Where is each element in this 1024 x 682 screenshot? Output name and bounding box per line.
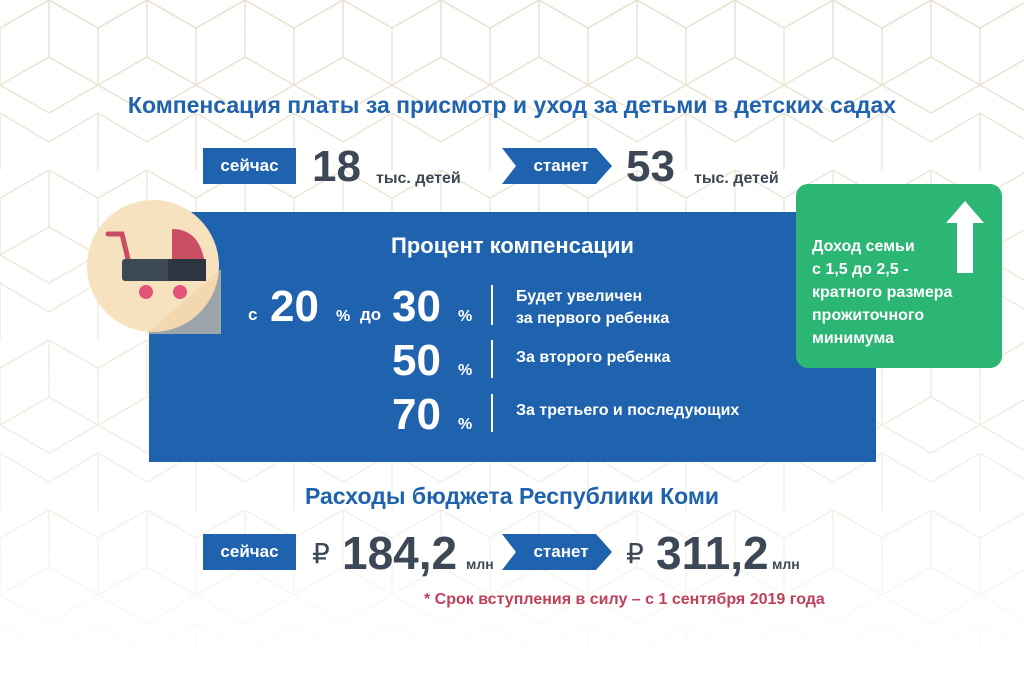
up-arrow-icon <box>946 201 984 273</box>
divider <box>491 285 493 325</box>
baby-stroller-icon <box>87 200 221 334</box>
from-value: 20 <box>270 282 319 331</box>
footnote: * Срок вступления в силу – с 1 сентября … <box>424 591 825 608</box>
percent-row-2-value: 50 <box>392 336 441 385</box>
children-will-unit: тыс. детей <box>694 170 779 187</box>
income-line: прожиточного <box>812 307 925 324</box>
will-tag-label: станет <box>533 156 589 175</box>
children-will-value: 53 <box>626 142 675 191</box>
page-title: Компенсация платы за присмотр и уход за … <box>127 92 897 118</box>
income-line: с 1,5 до 2,5 - <box>812 261 909 278</box>
percent-row-3-value: 70 <box>392 390 441 439</box>
budget-will-tag: станет <box>502 534 612 570</box>
percent-row-3-label: За третьего и последующих <box>516 402 740 419</box>
budget-now-value: 184,2 <box>342 527 458 579</box>
percent-row-2-pct: % <box>458 362 473 379</box>
percent-row-3-pct: % <box>458 416 473 433</box>
compensation-title: Процент компенсации <box>391 233 634 258</box>
to-prefix: до <box>360 305 382 324</box>
ruble-icon: ₽ <box>312 538 330 569</box>
budget-now-tag: сейчас <box>203 534 296 570</box>
budget-will-tag-label: станет <box>533 542 589 561</box>
percent-row-1-label-1: Будет увеличен <box>516 288 643 305</box>
now-tag-label: сейчас <box>220 156 279 175</box>
income-text: Доход семьи с 1,5 до 2,5 - кратного разм… <box>812 235 952 350</box>
budget-will-unit: млн <box>772 556 800 572</box>
income-line: кратного размера <box>812 284 953 301</box>
children-now-unit: тыс. детей <box>376 170 461 187</box>
children-now-value: 18 <box>312 142 361 191</box>
budget-now-tag-label: сейчас <box>220 542 279 561</box>
compensation-panel <box>149 212 876 462</box>
percent-row-1-label-2: за первого ребенка <box>516 310 670 327</box>
will-tag: станет <box>502 148 612 184</box>
ruble-icon: ₽ <box>626 538 644 569</box>
budget-title: Расходы бюджета Республики Коми <box>304 483 720 509</box>
from-pct: % <box>336 308 351 325</box>
budget-will-value: 311,2 <box>656 527 769 579</box>
from-prefix: с <box>248 305 258 324</box>
percent-row-1-value: 30 <box>392 282 441 331</box>
income-line: минимума <box>812 330 895 347</box>
percent-row-1-pct: % <box>458 308 473 325</box>
percent-row-2-label: За второго ребенка <box>516 349 671 366</box>
income-line: Доход семьи <box>812 238 915 255</box>
divider <box>491 340 493 378</box>
now-tag: сейчас <box>203 148 296 184</box>
budget-now-unit: млн <box>466 556 494 572</box>
divider <box>491 394 493 432</box>
